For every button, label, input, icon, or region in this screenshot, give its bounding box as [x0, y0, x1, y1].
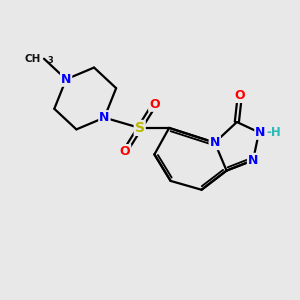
Text: O: O [120, 145, 130, 158]
Text: -H: -H [266, 126, 281, 139]
Text: N: N [248, 154, 258, 167]
Text: O: O [149, 98, 160, 111]
Text: S: S [135, 121, 145, 135]
Text: CH: CH [25, 54, 41, 64]
Text: N: N [99, 111, 110, 124]
Text: N: N [255, 126, 266, 139]
Text: 3: 3 [48, 56, 53, 65]
Text: N: N [210, 136, 220, 149]
Text: N: N [61, 73, 71, 86]
Text: O: O [235, 89, 245, 102]
